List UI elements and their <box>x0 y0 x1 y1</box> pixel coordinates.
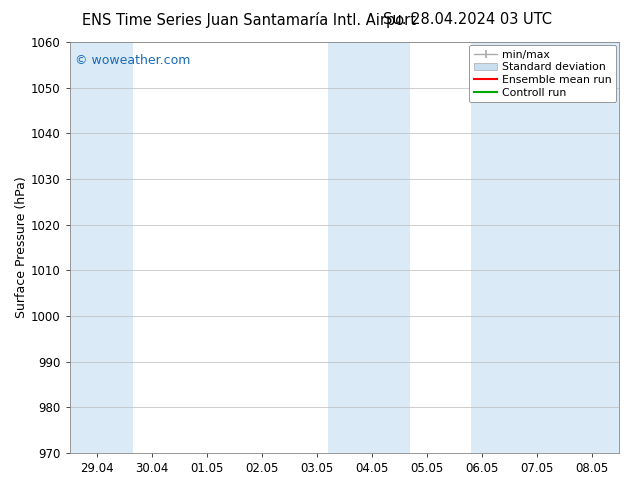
Text: © woweather.com: © woweather.com <box>75 54 190 68</box>
Bar <box>470 42 619 453</box>
Bar <box>70 42 133 453</box>
Y-axis label: Surface Pressure (hPa): Surface Pressure (hPa) <box>15 176 28 318</box>
Bar <box>328 42 410 453</box>
Legend: min/max, Standard deviation, Ensemble mean run, Controll run: min/max, Standard deviation, Ensemble me… <box>469 45 616 102</box>
Text: Su. 28.04.2024 03 UTC: Su. 28.04.2024 03 UTC <box>382 12 552 27</box>
Text: ENS Time Series Juan Santamaría Intl. Airport: ENS Time Series Juan Santamaría Intl. Ai… <box>82 12 417 28</box>
